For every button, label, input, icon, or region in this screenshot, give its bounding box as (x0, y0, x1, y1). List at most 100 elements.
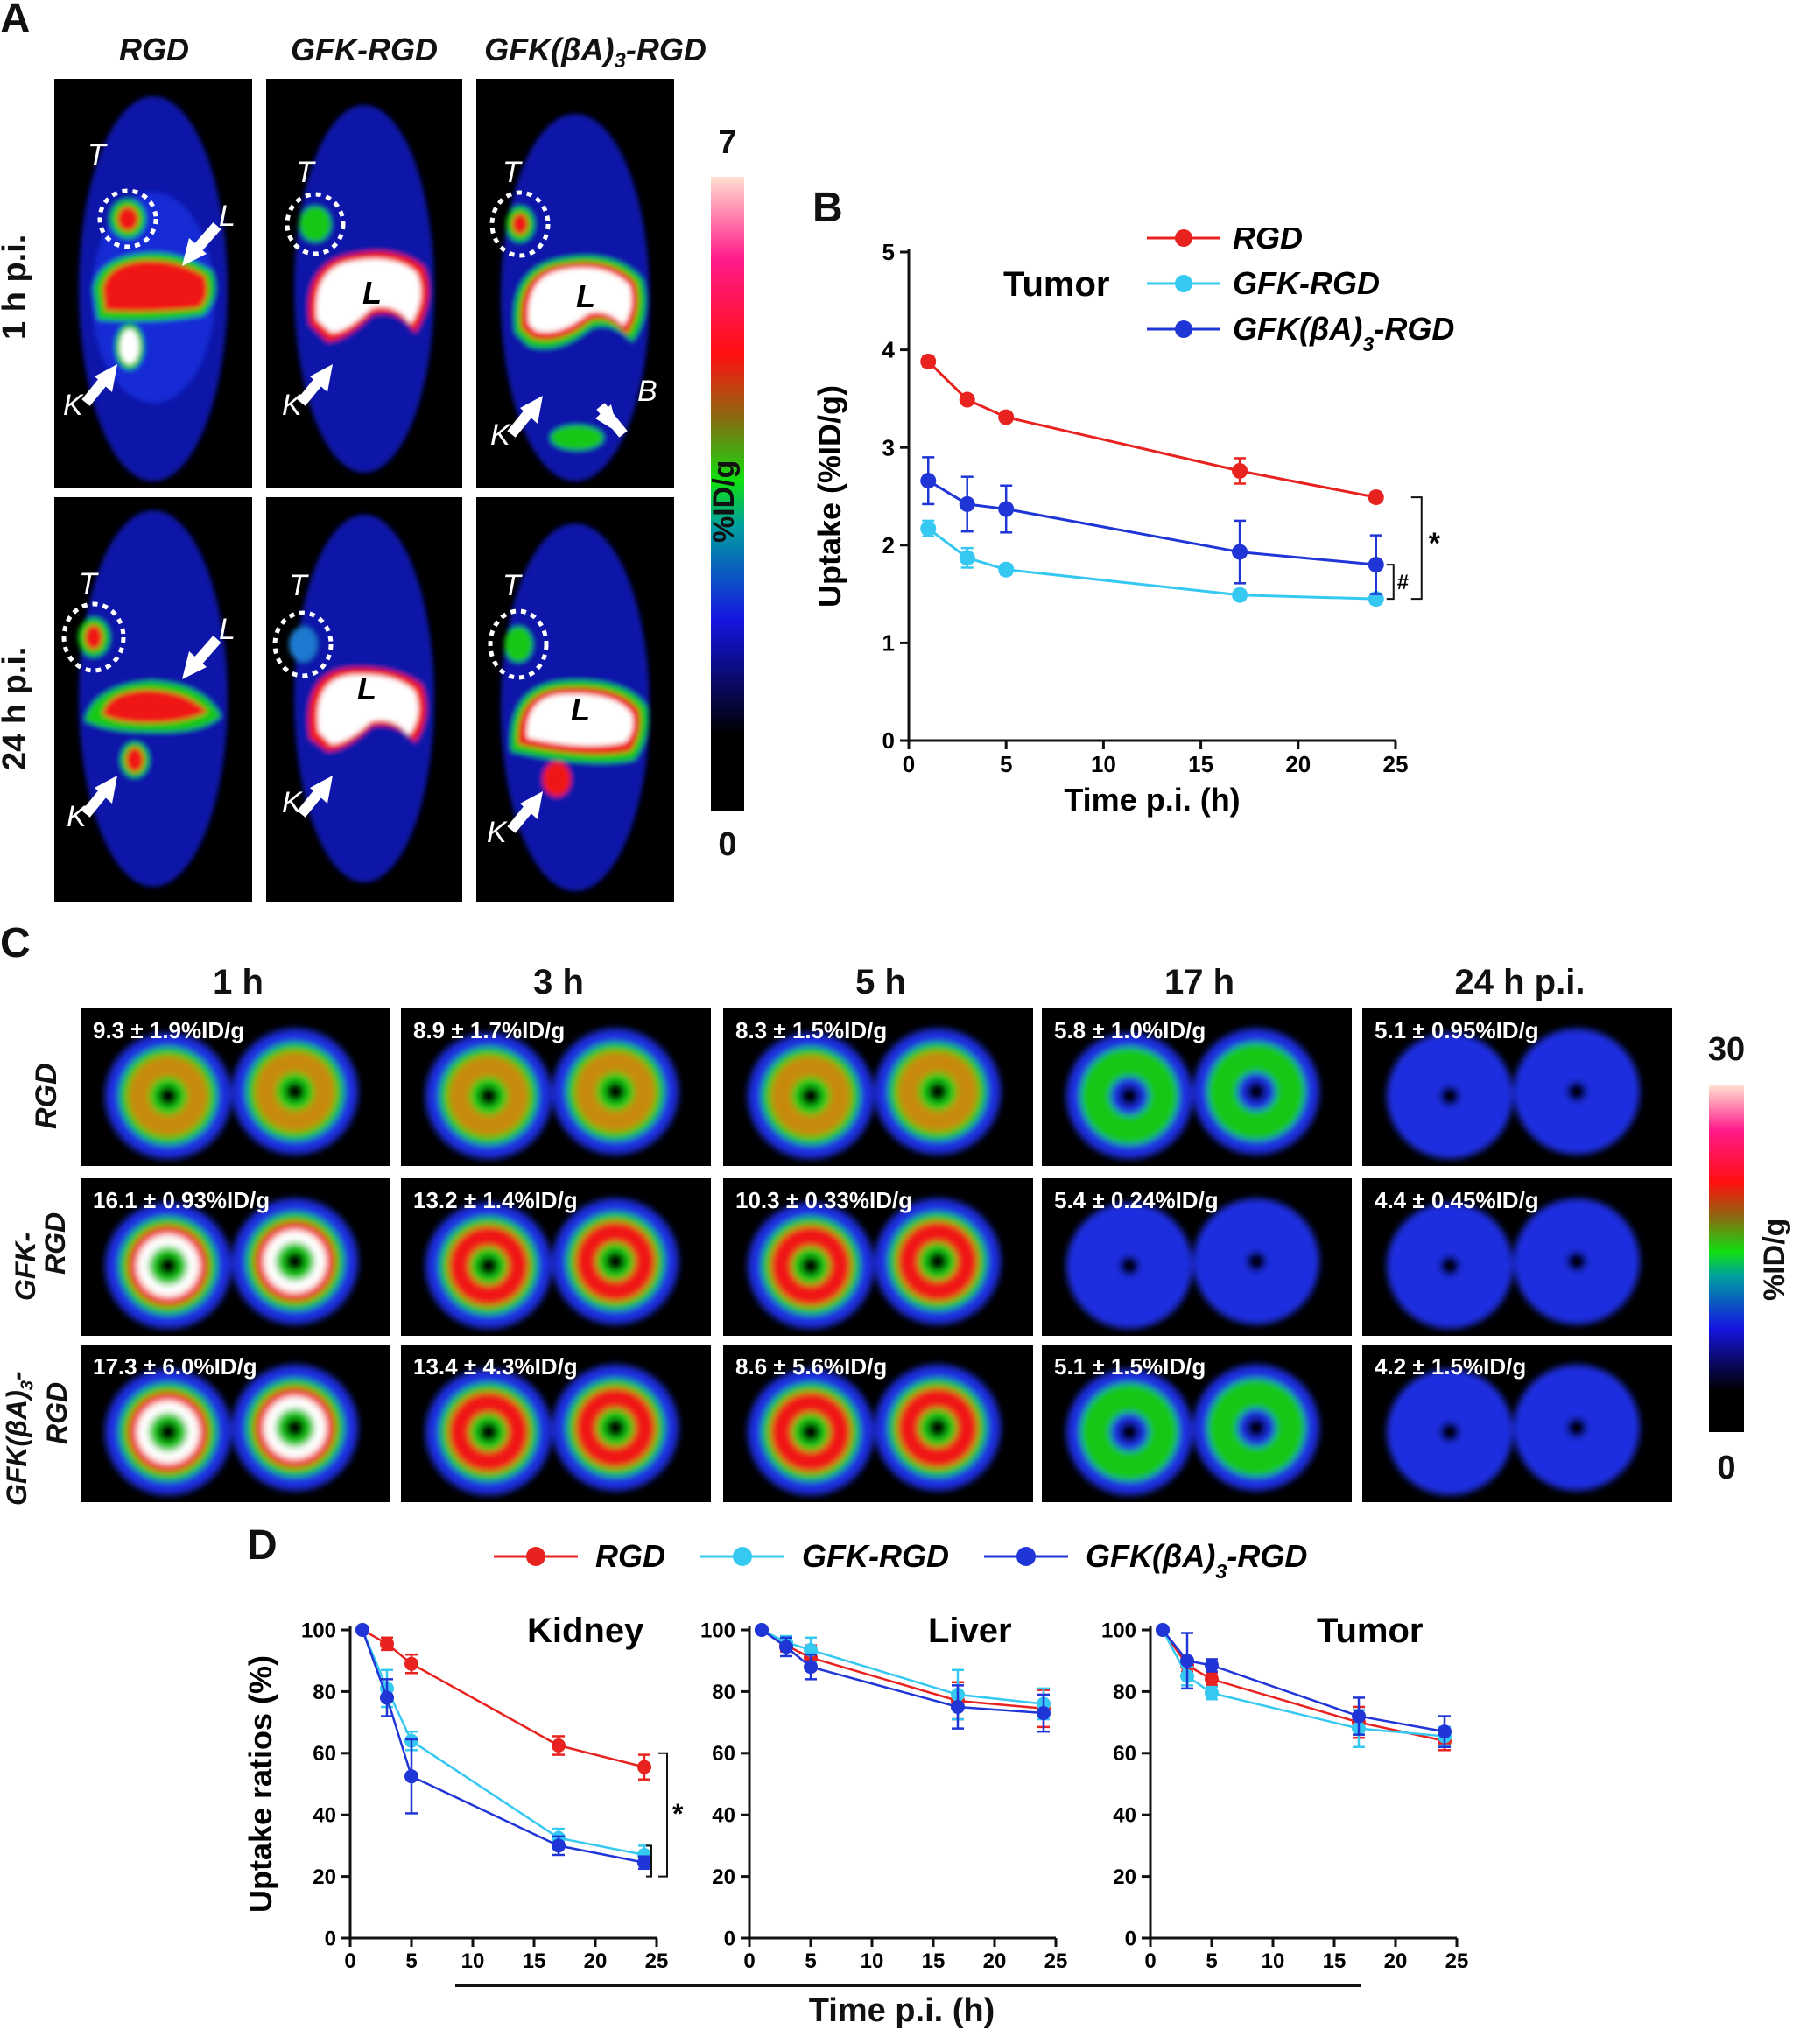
panel-c-image-r0-c2: 8.3 ± 1.5%ID/g (723, 1008, 1033, 1166)
panel-c-blob-group-r0-c1 (425, 1029, 679, 1159)
b-xtick-label-5: 5 (1000, 751, 1012, 777)
label-t-gfk-24h: T (289, 569, 307, 602)
panel-c-image-svg-r2-c3 (1066, 1365, 1319, 1495)
panel-c-blob-group-r1-c2 (748, 1198, 1001, 1329)
panel-c-image-r1-c3: 5.4 ± 0.24%ID/g (1042, 1178, 1352, 1336)
panel-d-legend: RGD GFK-RGD GFK(βA)3-RGD (494, 1538, 1307, 1583)
d-kidney-bracket-star (658, 1752, 668, 1878)
panel-c-image-r2-c2: 8.6 ± 5.6%ID/g (723, 1345, 1033, 1502)
d-kidney-ytick-label-0: 0 (325, 1927, 336, 1950)
d-kidney-xtick-label-10: 10 (461, 1949, 485, 1970)
d-tumor-point-gfk-a-3-rgd-4 (1438, 1724, 1452, 1739)
panel-c-image-r1-c1: 13.2 ± 1.4%ID/g (401, 1178, 711, 1336)
panel-c-time-24h: 24 h p.i. (1454, 963, 1586, 1001)
colorbar-a-min: 0 (718, 826, 737, 863)
label-t-rgd-1h: T (88, 138, 106, 172)
panel-c-value-r2-c0: 17.3 ± 6.0%ID/g (93, 1353, 257, 1380)
panel-c-value-r0-c2: 8.3 ± 1.5%ID/g (735, 1017, 888, 1043)
panel-c-blob-group-r1-c0 (105, 1198, 358, 1329)
b-ytick-label-3: 3 (882, 434, 895, 460)
b-xtick-label-15: 15 (1188, 751, 1213, 777)
d-legend-marker-gfk-rgd (733, 1547, 752, 1566)
b-point-rgd-4 (1368, 489, 1384, 506)
panel-c-image-r2-c3: 5.1 ± 1.5%ID/g (1042, 1345, 1352, 1502)
b-point-gfk-a-3-rgd-1 (959, 495, 975, 512)
d-tumor-point-gfk-a-3-rgd-1 (1180, 1654, 1194, 1668)
d-liver-xtick-label-10: 10 (861, 1949, 884, 1970)
colorbar-c-max: 30 (1707, 1031, 1746, 1068)
panel-c-organ-core-r1-c4-1 (1567, 1252, 1586, 1271)
b-point-gfk-rgd-3 (1232, 587, 1248, 603)
panel-c-image-r0-c0: 9.3 ± 1.9%ID/g (81, 1008, 390, 1166)
panel-c-image-svg-r0-c2 (748, 1029, 1001, 1159)
panel-c-image-r0-c3: 5.8 ± 1.0%ID/g (1042, 1008, 1352, 1166)
d-legend-label-rgd: RGD (595, 1538, 665, 1574)
d-kidney-point-gfk-a-3-rgd-1 (380, 1690, 394, 1705)
d-tumor-ytick-label-40: 40 (1113, 1804, 1136, 1828)
panel-c-blob-group-r0-c3 (1066, 1029, 1319, 1159)
d-liver-ytick-label-20: 20 (712, 1865, 735, 1889)
panel-c-image-r2-c4: 4.2 ± 1.5%ID/g (1362, 1345, 1672, 1502)
panel-c-organ-core-r2-c4-0 (1440, 1422, 1459, 1442)
panel-c-organ-core-r1-c0-0 (158, 1256, 178, 1275)
pet-image-rgd-24h (54, 497, 252, 902)
pet-image-gfkba-24h (476, 497, 674, 902)
d-kidney-line-rgd (362, 1628, 645, 1768)
panel-c-blob-group-r2-c4 (1387, 1365, 1640, 1495)
d-kidney-ytick-label-80: 80 (313, 1681, 336, 1704)
panel-c-image-svg-r1-c0 (105, 1198, 358, 1329)
label-t-gfkba-1h: T (503, 156, 521, 189)
b-xtick-label-25: 25 (1383, 751, 1409, 777)
label-k-gfk-24h: K (282, 786, 302, 819)
colorbar-c (1709, 1085, 1744, 1432)
panel-c-row-rgd: RGD (30, 1063, 63, 1129)
d-legend-marker-rgd (526, 1547, 545, 1566)
panel-d-xlabel: Time p.i. (h) (808, 1992, 995, 2029)
d-tumor-xtick-label-20: 20 (1384, 1949, 1408, 1970)
b-ytick-label-5: 5 (882, 239, 895, 265)
d-tumor-point-gfk-a-3-rgd-3 (1352, 1709, 1366, 1724)
b-bracket-star (1410, 496, 1423, 601)
d-tumor-point-rgd-2 (1205, 1672, 1219, 1687)
panel-c-blob-group-r1-c1 (425, 1198, 679, 1329)
d-tumor-xtick-label-10: 10 (1262, 1949, 1285, 1970)
panel-c-organ-core-r2-c3-0 (1120, 1422, 1139, 1442)
label-l-rgd-1h: L (219, 200, 236, 233)
d-kidney-point-rgd-2 (404, 1656, 418, 1671)
d-liver-point-gfk-a-3-rgd-3 (951, 1700, 965, 1714)
panel-c-image-svg-r2-c2 (748, 1365, 1001, 1495)
d-kidney-xtick-label-15: 15 (523, 1949, 546, 1970)
panel-c-value-r1-c1: 13.2 ± 1.4%ID/g (413, 1187, 578, 1213)
d-kidney-xtick-label-5: 5 (405, 1949, 417, 1970)
panel-c-row-gfkba: GFK(βA)3- RGD (1, 1371, 74, 1506)
panel-c-image-r0-c4: 5.1 ± 0.95%ID/g (1362, 1008, 1672, 1166)
d-tumor-ytick-label-100: 100 (1101, 1619, 1136, 1642)
panel-c-organ-core-r1-c3-0 (1120, 1256, 1139, 1275)
b-legend-label-gfk-rgd: GFK-RGD (1233, 265, 1380, 301)
panel-c-value-r0-c4: 5.1 ± 0.95%ID/g (1375, 1017, 1539, 1043)
panel-c-organ-core-r0-c0-0 (158, 1086, 178, 1106)
d-kidney-xtick-label-20: 20 (584, 1949, 608, 1970)
colorbar-c-unit: %ID/g (1758, 1218, 1791, 1301)
panel-c-organ-core-r1-c2-0 (801, 1256, 820, 1275)
d-liver-ytick-label-100: 100 (700, 1619, 735, 1642)
panel-c-value-r2-c3: 5.1 ± 1.5%ID/g (1054, 1353, 1206, 1380)
panel-c-organ-core-r0-c3-0 (1120, 1086, 1139, 1106)
d-liver-point-gfk-a-3-rgd-4 (1037, 1706, 1051, 1721)
panel-c-value-r1-c4: 4.4 ± 0.45%ID/g (1375, 1187, 1539, 1213)
panel-c-image-svg-r2-c0 (105, 1365, 358, 1495)
b-point-gfk-a-3-rgd-4 (1368, 557, 1384, 573)
d-liver-ytick-label-40: 40 (712, 1804, 735, 1828)
d-liver-ytick-label-80: 80 (712, 1681, 735, 1704)
d-kidney-point-gfk-a-3-rgd-3 (552, 1838, 566, 1853)
panel-c-blob-group-r0-c2 (748, 1029, 1001, 1159)
panel-c-organ-core-r0-c4-1 (1567, 1082, 1586, 1101)
b-legend-label-gfk-a-3-rgd: GFK(βA)3-RGD (1233, 311, 1454, 355)
d-liver-point-gfk-rgd-2 (804, 1642, 818, 1657)
d-kidney-point-rgd-4 (637, 1760, 651, 1774)
d-liver-point-gfk-a-3-rgd-2 (804, 1660, 818, 1675)
panel-c-image-r1-c2: 10.3 ± 0.33%ID/g (723, 1178, 1033, 1336)
d-tumor-xtick-label-15: 15 (1323, 1949, 1347, 1970)
chart-d-kidney: 0 20 40 60 80 100 0 5 10 15 20 25 Kidney Uptake ratio… (243, 1612, 684, 1970)
d-liver-xtick-label-15: 15 (922, 1949, 946, 1970)
